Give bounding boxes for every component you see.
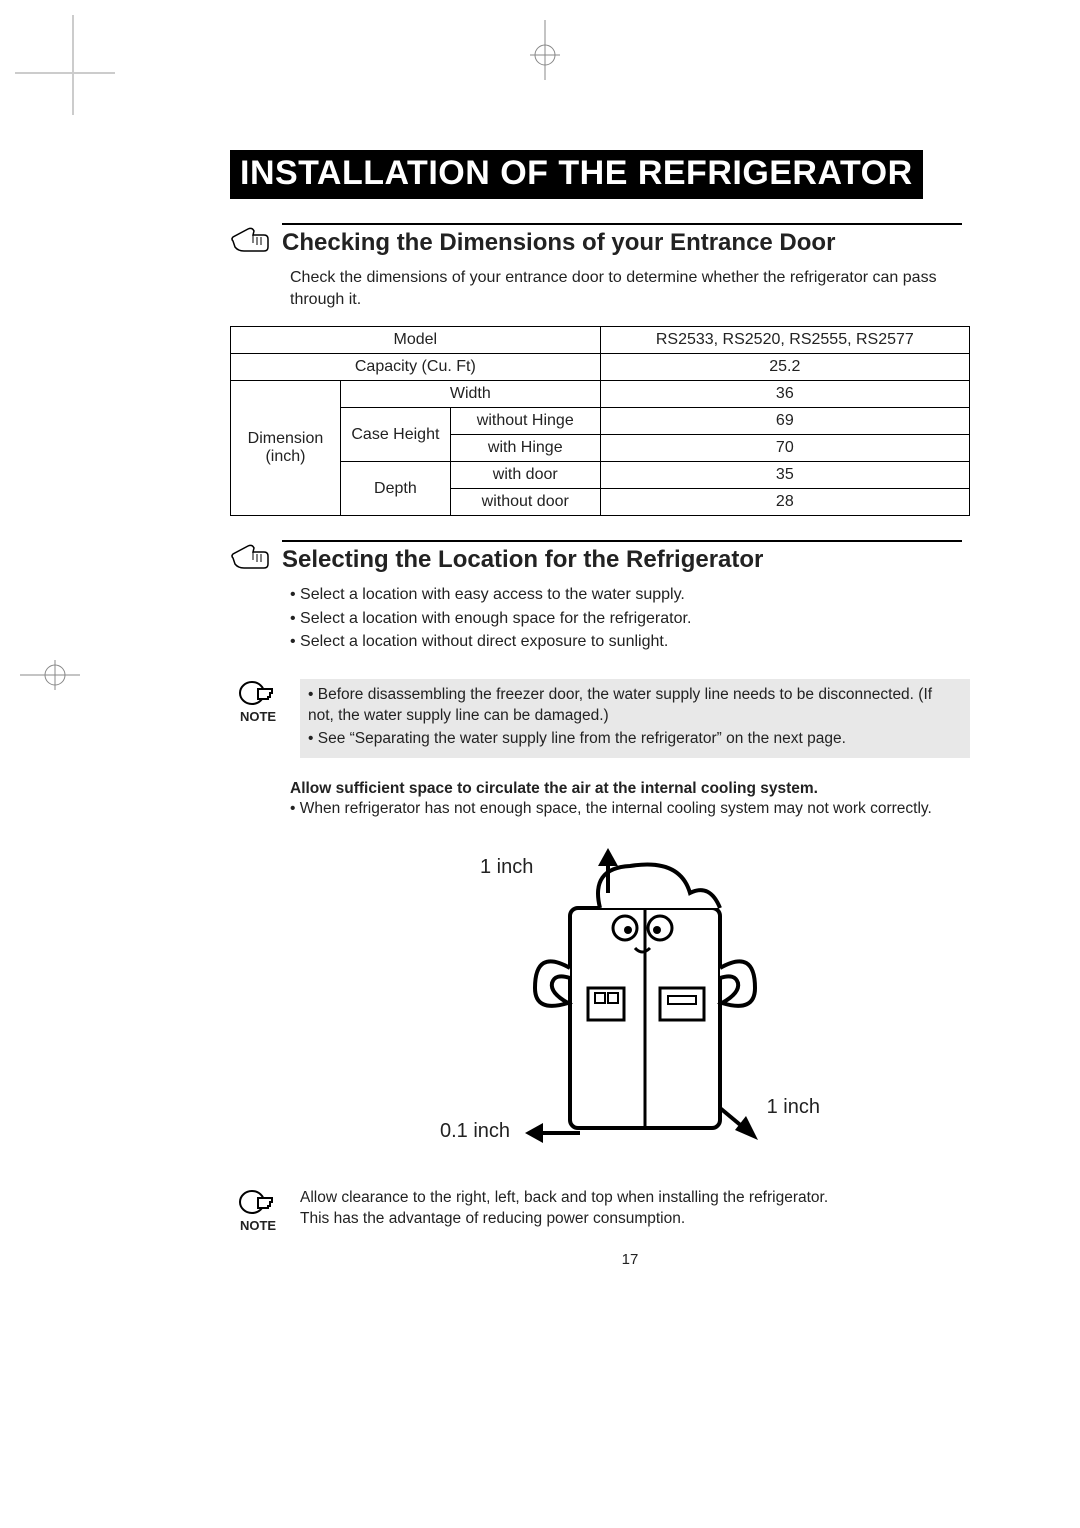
note-label-text: NOTE bbox=[240, 709, 276, 724]
cell-without-door-label: without door bbox=[450, 489, 600, 516]
table-row: Model RS2533, RS2520, RS2555, RS2577 bbox=[231, 327, 970, 354]
list-item: Select a location without direct exposur… bbox=[290, 631, 970, 653]
table-row: Capacity (Cu. Ft) 25.2 bbox=[231, 354, 970, 381]
pointing-hand-icon bbox=[230, 221, 272, 257]
cell-caseheight-label: Case Height bbox=[340, 408, 450, 462]
clearance-label-top: 1 inch bbox=[480, 856, 533, 879]
cell-capacity-label: Capacity (Cu. Ft) bbox=[231, 354, 601, 381]
note-hand-icon bbox=[238, 679, 278, 707]
note-label-text: NOTE bbox=[240, 1218, 276, 1233]
cell-width-value: 36 bbox=[600, 381, 969, 408]
note-item: Before disassembling the freezer door, t… bbox=[308, 685, 962, 727]
cell-width-label: Width bbox=[340, 381, 600, 408]
section-heading: Checking the Dimensions of your Entrance… bbox=[282, 223, 962, 257]
list-item: Select a location with enough space for … bbox=[290, 608, 970, 630]
crop-mark-top bbox=[530, 20, 560, 80]
table-row: Case Height without Hinge 69 bbox=[231, 408, 970, 435]
cell-model-value: RS2533, RS2520, RS2555, RS2577 bbox=[600, 327, 969, 354]
refrigerator-clearance-illustration bbox=[480, 838, 780, 1158]
table-row: Depth with door 35 bbox=[231, 462, 970, 489]
cell-without-door-value: 28 bbox=[600, 489, 969, 516]
list-item: Select a location with easy access to th… bbox=[290, 584, 970, 606]
page-title-banner: INSTALLATION OF THE REFRIGERATOR bbox=[230, 150, 923, 199]
note-item: See “Separating the water supply line fr… bbox=[308, 729, 962, 750]
cell-with-hinge-label: with Hinge bbox=[450, 435, 600, 462]
note-block-clearance: NOTE Allow clearance to the right, left,… bbox=[230, 1188, 970, 1233]
note-text-line: This has the advantage of reducing power… bbox=[300, 1209, 970, 1230]
page-number: 17 bbox=[290, 1251, 970, 1268]
page-title: INSTALLATION OF THE REFRIGERATOR bbox=[240, 154, 913, 192]
note-label: NOTE bbox=[230, 679, 286, 724]
section-heading: Selecting the Location for the Refrigera… bbox=[282, 540, 962, 574]
crop-mark-corner-v bbox=[72, 15, 74, 115]
cell-without-hinge-value: 69 bbox=[600, 408, 969, 435]
clearance-label-front: 0.1 inch bbox=[440, 1120, 510, 1143]
note-text-line: Allow clearance to the right, left, back… bbox=[300, 1188, 970, 1209]
crop-mark-left bbox=[20, 660, 80, 690]
cell-model-label: Model bbox=[231, 327, 601, 354]
section-select-location: Selecting the Location for the Refrigera… bbox=[290, 538, 970, 1268]
cell-capacity-value: 25.2 bbox=[600, 354, 969, 381]
section-intro-text: Check the dimensions of your entrance do… bbox=[290, 267, 970, 310]
table-row: Dimension(inch) Width 36 bbox=[231, 381, 970, 408]
note-hand-icon bbox=[238, 1188, 278, 1216]
cell-dimension-label: Dimension(inch) bbox=[231, 381, 341, 516]
pointing-hand-icon bbox=[230, 538, 272, 574]
crop-mark-corner-h bbox=[15, 72, 115, 74]
note-label: NOTE bbox=[230, 1188, 286, 1233]
cell-depth-label: Depth bbox=[340, 462, 450, 516]
cooling-bold-text: Allow sufficient space to circulate the … bbox=[290, 780, 970, 798]
section-check-dimensions: Checking the Dimensions of your Entrance… bbox=[290, 221, 970, 516]
cell-without-hinge-label: without Hinge bbox=[450, 408, 600, 435]
page-content: INSTALLATION OF THE REFRIGERATOR Checkin… bbox=[230, 150, 970, 1268]
cell-with-door-value: 35 bbox=[600, 462, 969, 489]
cell-with-door-label: with door bbox=[450, 462, 600, 489]
cooling-line-text: When refrigerator has not enough space, … bbox=[290, 800, 970, 818]
location-bullet-list: Select a location with easy access to th… bbox=[290, 584, 970, 653]
dimensions-table: Model RS2533, RS2520, RS2555, RS2577 Cap… bbox=[230, 326, 970, 516]
cell-with-hinge-value: 70 bbox=[600, 435, 969, 462]
clearance-figure: 1 inch 1 inch 0.1 inch bbox=[460, 838, 800, 1158]
clearance-label-side: 1 inch bbox=[767, 1096, 820, 1119]
note-block-disassembly: NOTE Before disassembling the freezer do… bbox=[230, 679, 970, 758]
